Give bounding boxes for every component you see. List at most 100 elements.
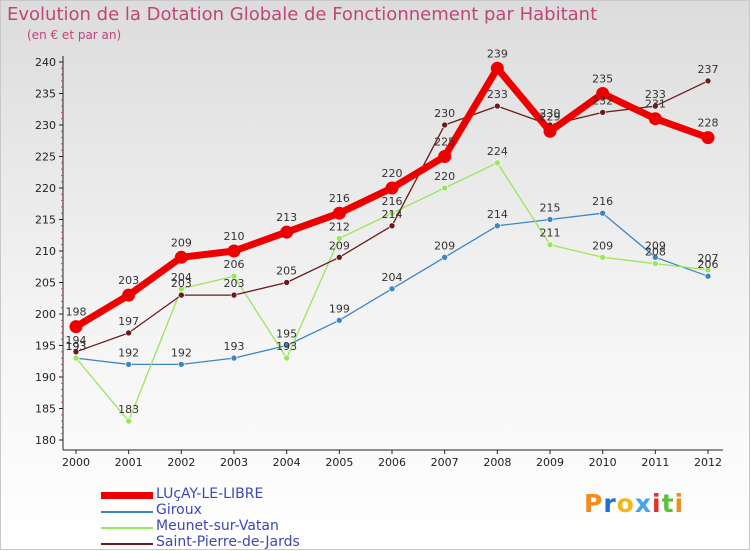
data-point xyxy=(283,279,290,286)
x-tick-label: 2009 xyxy=(536,456,564,469)
data-point xyxy=(332,206,346,220)
y-tick-label: 220 xyxy=(35,182,56,195)
data-label: 209 xyxy=(329,239,350,252)
x-tick-label: 2006 xyxy=(378,456,406,469)
data-point xyxy=(490,61,504,75)
data-point xyxy=(543,124,557,138)
x-tick-label: 2005 xyxy=(325,456,353,469)
y-tick-label: 230 xyxy=(35,119,56,132)
x-tick-label: 2012 xyxy=(694,456,722,469)
x-tick-label: 2002 xyxy=(167,456,195,469)
x-tick-label: 2004 xyxy=(273,456,301,469)
data-label: 220 xyxy=(382,167,403,180)
y-tick-label: 200 xyxy=(35,308,56,321)
data-label: 220 xyxy=(434,170,455,183)
data-point xyxy=(388,209,396,217)
data-label: 215 xyxy=(540,202,561,215)
y-tick-label: 205 xyxy=(35,277,56,290)
data-point xyxy=(704,266,712,274)
data-label: 193 xyxy=(276,340,297,353)
data-point xyxy=(230,291,238,299)
y-tick-label: 225 xyxy=(35,151,56,164)
data-point xyxy=(441,121,448,129)
legend-label: Giroux xyxy=(156,502,202,518)
data-point xyxy=(178,285,185,293)
data-point xyxy=(336,253,343,261)
x-tick-label: 2007 xyxy=(431,456,459,469)
data-point xyxy=(648,112,662,126)
data-label: 224 xyxy=(487,145,508,158)
data-point xyxy=(494,159,501,167)
data-point xyxy=(178,361,185,368)
data-label: 210 xyxy=(224,230,245,243)
data-point xyxy=(494,102,501,110)
data-label: 204 xyxy=(171,271,192,284)
chart-subtitle: (en € et par an) xyxy=(27,28,122,42)
y-tick-label: 195 xyxy=(35,340,56,353)
legend-swatch xyxy=(101,527,153,529)
legend-label: Saint-Pierre-de-Jards xyxy=(156,534,300,550)
data-point xyxy=(704,77,712,85)
data-point xyxy=(599,253,606,261)
y-tick-label: 210 xyxy=(35,245,56,258)
data-point xyxy=(441,184,448,192)
y-tick-label: 190 xyxy=(35,371,56,384)
data-label: 214 xyxy=(382,208,403,221)
x-tick-label: 2001 xyxy=(115,456,143,469)
data-label: 233 xyxy=(645,88,666,101)
data-label: 206 xyxy=(224,258,245,271)
data-point xyxy=(69,320,83,334)
data-label: 229 xyxy=(540,110,561,123)
data-label: 216 xyxy=(382,195,403,208)
data-point xyxy=(701,131,715,145)
y-tick-label: 185 xyxy=(35,403,56,416)
legend-label: Meunet-sur-Vatan xyxy=(156,518,279,534)
data-label: 193 xyxy=(66,340,87,353)
data-label: 209 xyxy=(171,236,192,249)
data-point xyxy=(546,216,554,223)
legend-label: LUçAY-LE-LIBRE xyxy=(156,486,264,502)
data-point xyxy=(230,272,238,280)
data-label: 204 xyxy=(382,271,403,284)
logo-letter: x xyxy=(634,489,652,518)
logo-letter: o xyxy=(616,489,635,518)
y-tick-label: 235 xyxy=(35,88,56,101)
data-point xyxy=(227,244,241,258)
data-point xyxy=(72,348,80,356)
data-point xyxy=(596,87,610,100)
data-point xyxy=(546,241,554,248)
data-label: 216 xyxy=(592,195,613,208)
y-tick-label: 180 xyxy=(35,434,56,447)
data-label: 230 xyxy=(540,107,561,120)
data-point xyxy=(230,354,238,362)
logo-letter: P xyxy=(584,489,604,518)
data-point xyxy=(441,253,448,261)
data-label: 209 xyxy=(434,239,455,252)
y-tick-label: 215 xyxy=(35,214,56,227)
data-point xyxy=(704,272,712,280)
data-point xyxy=(125,329,132,337)
data-label: 197 xyxy=(118,315,139,328)
data-label: 211 xyxy=(540,227,561,240)
series-lines xyxy=(69,61,715,425)
data-label: 228 xyxy=(698,117,719,130)
logo-letter: t xyxy=(661,489,675,518)
legend-swatch xyxy=(101,511,153,513)
data-label: 199 xyxy=(329,302,350,315)
data-point xyxy=(388,285,396,293)
data-point xyxy=(336,235,343,242)
logo-letter: i xyxy=(674,489,685,518)
x-tick-label: 2011 xyxy=(641,456,669,469)
data-label: 216 xyxy=(329,192,350,205)
data-point xyxy=(599,209,606,217)
data-label: 195 xyxy=(276,328,297,341)
x-tick-label: 2000 xyxy=(62,456,90,469)
data-label: 208 xyxy=(645,246,666,259)
data-label: 193 xyxy=(66,340,87,353)
data-point xyxy=(125,361,132,368)
data-label: 203 xyxy=(224,277,245,290)
data-label: 230 xyxy=(434,107,455,120)
x-tick-label: 2003 xyxy=(220,456,248,469)
